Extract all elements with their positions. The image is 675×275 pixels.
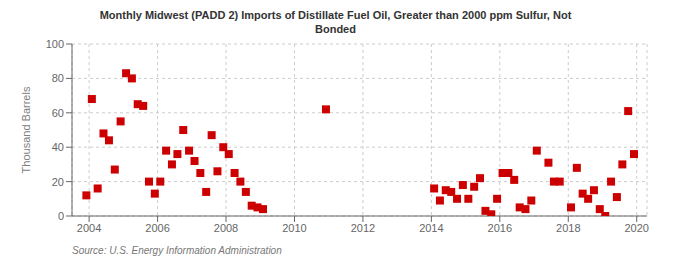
svg-text:2012: 2012 [351, 222, 375, 234]
svg-text:2020: 2020 [624, 222, 648, 234]
svg-text:80: 80 [52, 72, 64, 84]
svg-text:2018: 2018 [556, 222, 580, 234]
svg-text:2014: 2014 [419, 222, 443, 234]
svg-text:2010: 2010 [282, 222, 306, 234]
html-text:Bonded: Bonded [315, 23, 356, 35]
svg-text:2016: 2016 [488, 222, 512, 234]
svg-text:Thousand Barrels: Thousand Barrels [20, 86, 32, 173]
html-text:Source: U.S. Energy Informatio: Source: U.S. Energy Information Administ… [72, 245, 282, 256]
svg-text:20: 20 [52, 176, 64, 188]
svg-text:40: 40 [52, 141, 64, 153]
svg-text:0: 0 [58, 210, 64, 222]
svg-text:2008: 2008 [214, 222, 238, 234]
html-text:Monthly Midwest (PADD 2) Impor: Monthly Midwest (PADD 2) Imports of Dist… [99, 9, 572, 21]
svg-text:2006: 2006 [145, 222, 169, 234]
svg-text:60: 60 [52, 107, 64, 119]
svg-text:2004: 2004 [77, 222, 101, 234]
svg-text:100: 100 [46, 38, 64, 50]
